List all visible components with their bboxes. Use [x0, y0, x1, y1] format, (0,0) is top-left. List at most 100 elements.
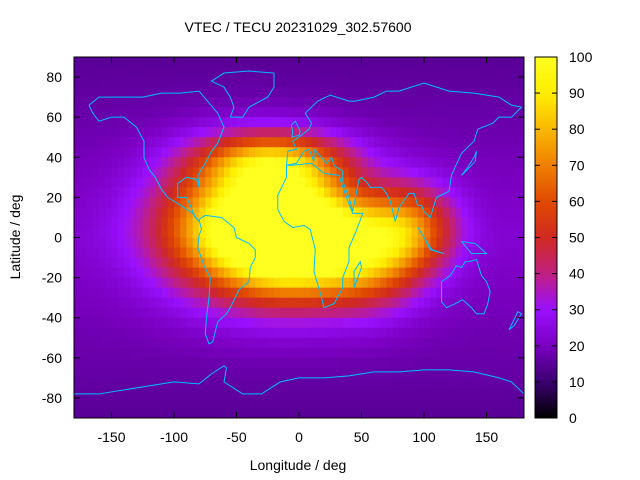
heatmap-cell	[374, 117, 381, 128]
heatmap-cell	[386, 357, 394, 369]
heatmap-cell	[80, 147, 87, 158]
heatmap-cell	[492, 387, 500, 399]
heatmap-cell	[230, 287, 237, 299]
heatmap-cell	[492, 187, 500, 198]
heatmap-cell	[242, 247, 250, 259]
heatmap-cell	[511, 87, 519, 98]
heatmap-cell	[480, 287, 487, 299]
heatmap-cell	[99, 217, 106, 228]
heatmap-cell	[305, 197, 312, 208]
heatmap-cell	[92, 227, 100, 238]
heatmap-cell	[399, 277, 406, 289]
y-tick-label: 60	[46, 109, 62, 125]
heatmap-cell	[236, 277, 244, 289]
heatmap-cell	[392, 327, 400, 339]
heatmap-cell	[399, 177, 406, 188]
heatmap-cell	[505, 67, 512, 78]
heatmap-cell	[380, 407, 387, 419]
y-tick-label: 0	[54, 230, 62, 246]
heatmap-cell	[99, 67, 106, 78]
heatmap-cell	[480, 317, 487, 329]
heatmap-cell	[311, 387, 319, 399]
heatmap-cell	[99, 377, 106, 389]
heatmap-cell	[305, 317, 312, 329]
heatmap-cell	[380, 247, 387, 259]
heatmap-cell	[417, 177, 425, 188]
heatmap-cell	[505, 167, 512, 178]
heatmap-cell	[242, 277, 250, 289]
heatmap-cell	[274, 237, 281, 249]
heatmap-cell	[217, 287, 225, 299]
heatmap-cell	[374, 397, 381, 409]
heatmap-cell	[149, 257, 156, 269]
heatmap-cell	[74, 187, 81, 198]
heatmap-cell	[236, 107, 244, 118]
heatmap-cell	[511, 367, 519, 379]
heatmap-cell	[474, 307, 481, 319]
heatmap-cell	[111, 337, 119, 349]
heatmap-cell	[461, 277, 469, 289]
heatmap-cell	[492, 207, 500, 218]
heatmap-cell	[242, 147, 250, 158]
heatmap-cell	[155, 347, 162, 359]
heatmap-cell	[330, 407, 337, 419]
heatmap-cell	[499, 227, 506, 238]
heatmap-cell	[392, 317, 400, 329]
heatmap-cell	[386, 267, 394, 279]
heatmap-cell	[511, 377, 519, 389]
heatmap-cell	[299, 237, 306, 249]
heatmap-cell	[286, 57, 294, 68]
heatmap-cell	[430, 377, 437, 389]
heatmap-cell	[286, 107, 294, 118]
heatmap-cell	[480, 297, 487, 309]
heatmap-cell	[449, 327, 456, 339]
heatmap-cell	[299, 77, 306, 88]
heatmap-cell	[174, 247, 181, 259]
heatmap-cell	[186, 357, 194, 369]
heatmap-cell	[324, 217, 331, 228]
heatmap-cell	[449, 377, 456, 389]
heatmap-cell	[374, 87, 381, 98]
heatmap-cell	[267, 327, 275, 339]
heatmap-cell	[180, 117, 187, 128]
heatmap-cell	[517, 157, 525, 168]
heatmap-cell	[499, 347, 506, 359]
heatmap-cell	[167, 377, 175, 389]
heatmap-cell	[405, 357, 412, 369]
heatmap-cell	[311, 127, 319, 138]
heatmap-cell	[99, 177, 106, 188]
heatmap-cell	[374, 247, 381, 259]
heatmap-cell	[111, 197, 119, 208]
heatmap-cell	[461, 337, 469, 349]
heatmap-cell	[430, 267, 437, 279]
heatmap-cell	[392, 237, 400, 249]
heatmap-cell	[280, 297, 287, 309]
heatmap-cell	[474, 347, 481, 359]
heatmap-cell	[217, 237, 225, 249]
heatmap-cell	[417, 137, 425, 148]
heatmap-cell	[349, 77, 356, 88]
heatmap-cell	[286, 127, 294, 138]
heatmap-cell	[424, 397, 431, 409]
heatmap-cell	[342, 107, 350, 118]
heatmap-cell	[324, 367, 331, 379]
heatmap-cell	[267, 217, 275, 228]
heatmap-cell	[436, 387, 444, 399]
heatmap-cell	[474, 317, 481, 329]
heatmap-cell	[467, 97, 475, 108]
heatmap-cell	[261, 347, 269, 359]
heatmap-cell	[311, 177, 319, 188]
heatmap-cell	[149, 107, 156, 118]
heatmap-cell	[167, 407, 175, 419]
heatmap-cell	[255, 177, 262, 188]
heatmap-cell	[424, 57, 431, 68]
heatmap-cell	[399, 147, 406, 158]
heatmap-cell	[299, 287, 306, 299]
heatmap-cell	[111, 127, 119, 138]
heatmap-cell	[117, 237, 125, 249]
heatmap-cell	[517, 107, 525, 118]
heatmap-cell	[380, 107, 387, 118]
heatmap-cell	[267, 67, 275, 78]
heatmap-cell	[217, 367, 225, 379]
heatmap-cell	[511, 237, 519, 249]
